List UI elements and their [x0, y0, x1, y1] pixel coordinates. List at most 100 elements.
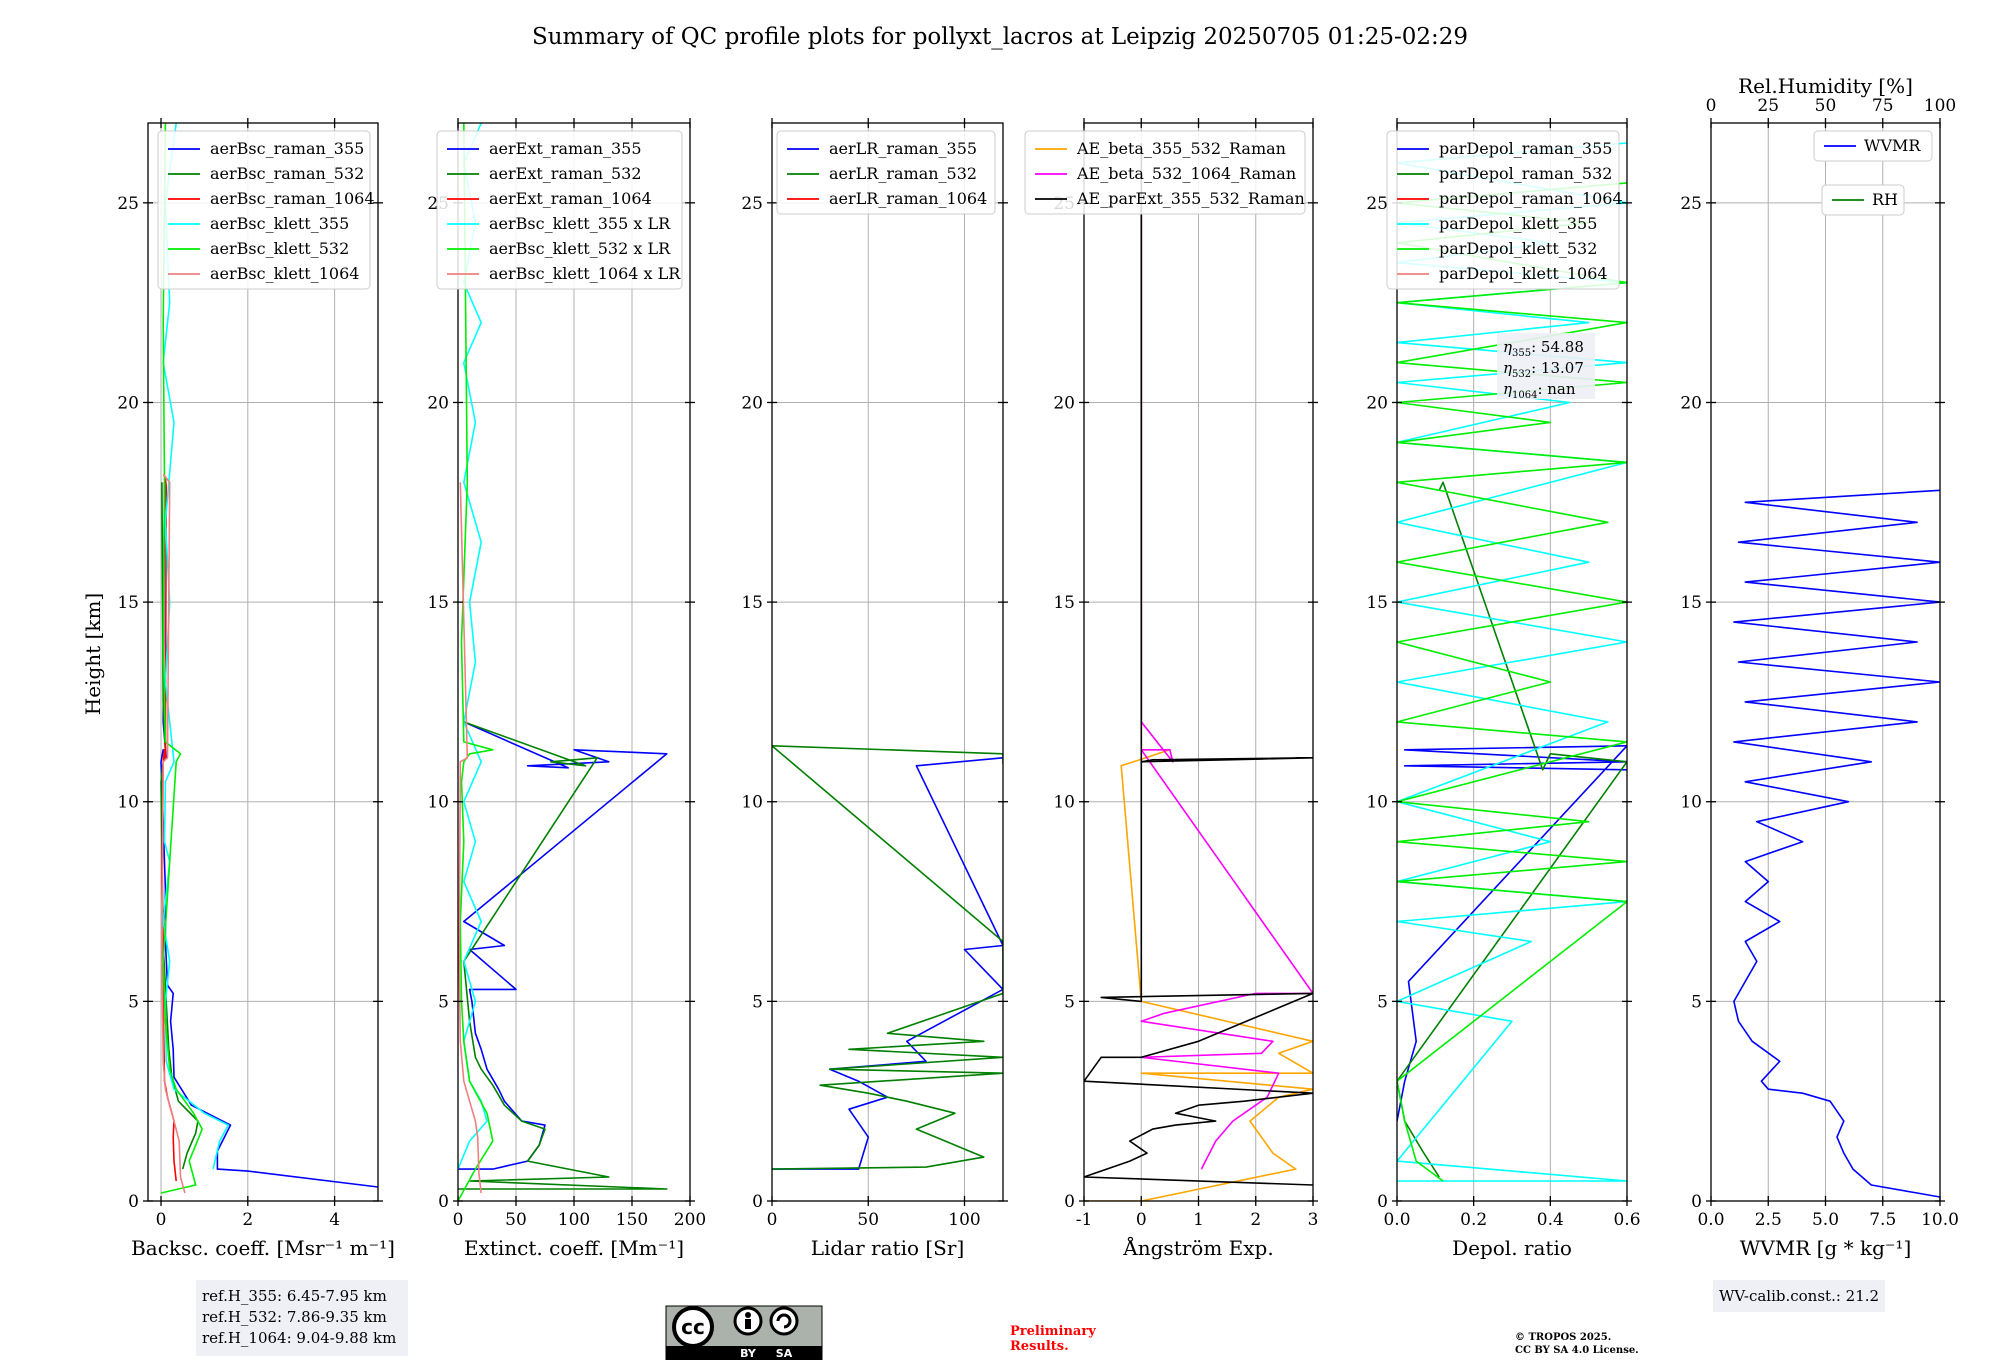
- x-axis-label: WVMR [g * kg⁻¹]: [1740, 1236, 1912, 1260]
- eta-line: η532: 13.07: [1503, 359, 1584, 380]
- y-tick-label: 0: [752, 1192, 763, 1212]
- top-x-tick-label: 100: [1924, 96, 1956, 116]
- y-tick-label: 0: [128, 1192, 139, 1212]
- series-line-aerBsc_klett_1064: [161, 473, 186, 1194]
- series-line-AE_parExt_355_532_Raman: [1084, 143, 1313, 1186]
- y-tick-label: 5: [1064, 992, 1075, 1012]
- x-tick-label: 2.5: [1755, 1210, 1782, 1230]
- y-tick-label: 5: [438, 992, 449, 1012]
- info-box: WV-calib.const.: 21.2: [1713, 1280, 1885, 1312]
- cc-license-badge: cc BY SA: [665, 1305, 823, 1360]
- eta-line: η355: 54.88: [1503, 338, 1584, 359]
- x-tick-label: 0.6: [1613, 1210, 1640, 1230]
- legend-label: aerExt_raman_355: [489, 139, 642, 158]
- y-axis-label: Height [km]: [81, 593, 105, 715]
- x-tick-label: 0: [156, 1210, 167, 1230]
- legend-box: [776, 130, 996, 215]
- cc-by-label: BY: [740, 1347, 757, 1360]
- legend-label: AE_parExt_355_532_Raman: [1076, 189, 1305, 208]
- legend-label: aerBsc_klett_1064: [210, 264, 359, 283]
- series-group: [772, 744, 1003, 1170]
- x-tick-label: 2: [242, 1210, 253, 1230]
- y-tick-label: 15: [117, 593, 139, 613]
- legend-label: aerLR_raman_532: [829, 164, 977, 183]
- y-tick-label: 15: [1053, 593, 1075, 613]
- copyright-line1: © TROPOS 2025.: [1515, 1332, 1611, 1343]
- x-axis-label: Backsc. coeff. [Msr⁻¹ m⁻¹]: [131, 1236, 395, 1260]
- legend-label: parDepol_klett_532: [1439, 239, 1597, 258]
- y-tick-label: 10: [741, 793, 763, 813]
- panel-lidar_ratio: 0 5 10 15 20 25 0 50 100 Lidar ratio [Sr] aerLR_ra…: [741, 118, 1008, 1260]
- x-tick-label: 100: [558, 1210, 590, 1230]
- x-tick-label: 0: [453, 1210, 464, 1230]
- series-line-aerExt_raman_355: [458, 721, 668, 1170]
- x-tick-label: 2: [1250, 1210, 1261, 1230]
- series-line-aerBsc_raman_355: [160, 482, 378, 1188]
- top-x-tick-label: 75: [1872, 96, 1894, 116]
- info-box-line: WV-calib.const.: 21.2: [1719, 1287, 1879, 1305]
- x-tick-label: 7.5: [1869, 1210, 1896, 1230]
- series-group: [1733, 489, 1940, 1198]
- panel-wv: 0 5 10 15 20 25 0.0 2.5 5.0 7.5 10.0 WVMR [g * kg⁻¹…: [1680, 74, 1959, 1312]
- y-tick-label: 15: [741, 593, 763, 613]
- y-tick-label: 20: [427, 393, 449, 413]
- y-tick-label: 25: [1366, 194, 1388, 214]
- legend-label: parDepol_klett_1064: [1439, 264, 1608, 283]
- x-tick-label: 0: [1136, 1210, 1147, 1230]
- series-group: [160, 123, 378, 1194]
- top-x-axis-label: Rel.Humidity [%]: [1738, 74, 1913, 98]
- series-group: [458, 123, 668, 1201]
- x-tick-label: 3: [1308, 1210, 1319, 1230]
- axes-frame: [147, 122, 379, 1202]
- y-tick-label: 15: [1366, 593, 1388, 613]
- x-tick-label: 0.4: [1537, 1210, 1564, 1230]
- y-tick-label: 15: [1680, 593, 1702, 613]
- series-line-aerLR_raman_532: [772, 744, 1003, 1170]
- y-tick-label: 5: [752, 992, 763, 1012]
- legend-label: AE_beta_532_1064_Raman: [1076, 164, 1296, 183]
- legend-label: aerExt_raman_532: [489, 164, 642, 183]
- info-box-line: ref.H_1064: 9.04-9.88 km: [202, 1329, 396, 1347]
- y-tick-label: 20: [1680, 393, 1702, 413]
- legend: parDepol_raman_355 parDepol_raman_532 parD…: [1386, 130, 1623, 290]
- x-tick-label: 4: [329, 1210, 340, 1230]
- series-line-aerExt_raman_532: [458, 721, 668, 1190]
- x-tick-label: 10.0: [1921, 1210, 1959, 1230]
- legend-label: aerBsc_raman_532: [210, 164, 364, 183]
- series-line-parDepol_klett_355: [1397, 142, 1627, 1182]
- x-tick-label: 1: [1193, 1210, 1204, 1230]
- legend-label: aerBsc_klett_355: [210, 214, 349, 233]
- axes-frame: [1396, 122, 1628, 1202]
- y-tick-label: 10: [1680, 793, 1702, 813]
- y-tick-label: 25: [117, 194, 139, 214]
- y-tick-label: 0: [1377, 1192, 1388, 1212]
- top-x-tick-label: 0: [1706, 96, 1717, 116]
- eta-line: η1064: nan: [1503, 380, 1576, 401]
- series-line-aerBsc_klett_1064 x LR: [458, 482, 482, 1194]
- series-group: [1084, 143, 1313, 1201]
- x-tick-label: 50: [857, 1210, 879, 1230]
- series-line-aerLR_raman_355: [772, 757, 1003, 1170]
- y-tick-label: 10: [1053, 793, 1075, 813]
- legend-label: parDepol_raman_355: [1439, 139, 1612, 158]
- x-tick-label: 0.2: [1460, 1210, 1487, 1230]
- x-axis-label: Ångström Exp.: [1122, 1235, 1273, 1260]
- legend: aerLR_raman_355 aerLR_raman_532 aerLR_rama…: [776, 130, 996, 215]
- preliminary-note-line2: Results.: [1010, 1339, 1069, 1354]
- legend-label: aerExt_raman_1064: [489, 189, 652, 208]
- x-axis-label: Depol. ratio: [1452, 1236, 1572, 1260]
- x-tick-label: 0.0: [1697, 1210, 1724, 1230]
- y-tick-label: 0: [438, 1192, 449, 1212]
- x-tick-label: 150: [616, 1210, 648, 1230]
- legend: aerExt_raman_355 aerExt_raman_532 aerExt_r…: [436, 130, 683, 290]
- y-tick-label: 25: [1680, 194, 1702, 214]
- legend-label: parDepol_raman_532: [1439, 164, 1612, 183]
- y-tick-label: 10: [1366, 793, 1388, 813]
- y-tick-label: 5: [1691, 992, 1702, 1012]
- legend-label: WVMR: [1864, 136, 1921, 155]
- panel-depol: 0 5 10 15 20 25 0.0 0.2 0.4 0.6 Depol. ratio parDep…: [1366, 118, 1641, 1260]
- legend-label: aerBsc_raman_355: [210, 139, 364, 158]
- y-tick-label: 20: [1053, 393, 1075, 413]
